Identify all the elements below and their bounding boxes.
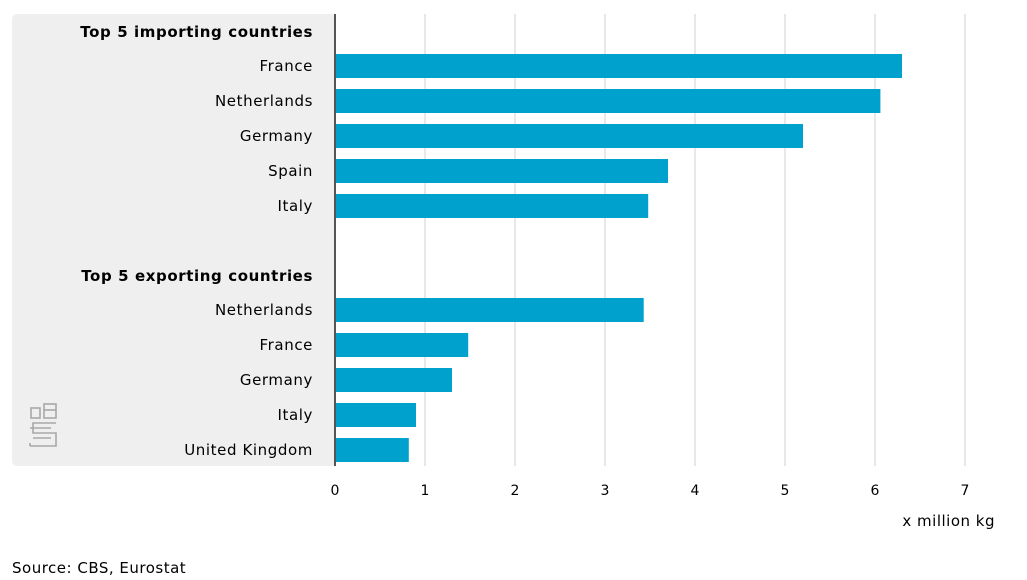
bar bbox=[336, 403, 416, 427]
group-title: Top 5 importing countries bbox=[80, 23, 313, 41]
x-tick-label: 4 bbox=[691, 483, 700, 499]
category-label: Germany bbox=[240, 371, 313, 389]
bar bbox=[336, 298, 644, 322]
x-tick-labels: 0 1 2 3 4 5 6 7 bbox=[331, 483, 970, 499]
x-tick-label: 7 bbox=[961, 483, 970, 499]
category-labels: Top 5 importing countries France Netherlan… bbox=[80, 23, 313, 459]
x-tick-label: 0 bbox=[331, 483, 340, 499]
category-label: France bbox=[260, 336, 313, 354]
category-label: Italy bbox=[277, 406, 313, 424]
category-label: Germany bbox=[240, 127, 313, 145]
bar bbox=[336, 89, 881, 113]
x-tick-label: 5 bbox=[781, 483, 790, 499]
category-label: France bbox=[260, 57, 313, 75]
category-label: Italy bbox=[277, 197, 313, 215]
bar bbox=[336, 124, 803, 148]
bars bbox=[336, 54, 902, 462]
category-label: United Kingdom bbox=[184, 441, 313, 459]
category-label: Netherlands bbox=[215, 301, 313, 319]
bar bbox=[336, 333, 469, 357]
bar bbox=[336, 54, 902, 78]
bar bbox=[336, 159, 668, 183]
group-title: Top 5 exporting countries bbox=[81, 267, 313, 285]
x-tick-label: 1 bbox=[421, 483, 430, 499]
x-axis-label: x million kg bbox=[902, 512, 995, 530]
x-tick-label: 6 bbox=[871, 483, 880, 499]
gridlines bbox=[424, 14, 966, 466]
bar bbox=[336, 194, 649, 218]
source-note: Source: CBS, Eurostat bbox=[12, 559, 187, 577]
bar-chart: Top 5 importing countries France Netherlan… bbox=[12, 14, 995, 530]
category-label: Netherlands bbox=[215, 92, 313, 110]
label-panel bbox=[12, 14, 336, 466]
x-tick-label: 3 bbox=[601, 483, 610, 499]
bar bbox=[336, 368, 452, 392]
x-tick-label: 2 bbox=[511, 483, 520, 499]
category-label: Spain bbox=[268, 162, 313, 180]
bar bbox=[336, 438, 409, 462]
cbs-logo-icon bbox=[29, 403, 57, 447]
